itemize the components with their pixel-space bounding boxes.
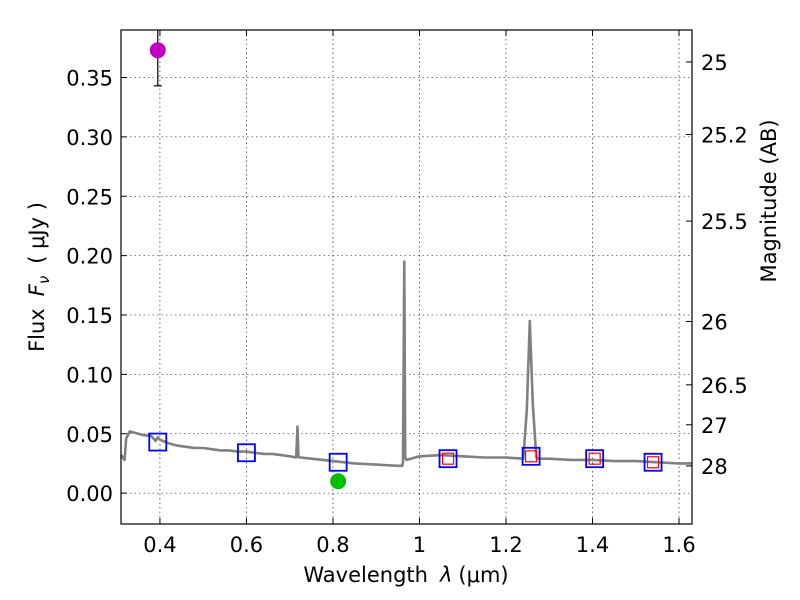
model-photometry-square: [328, 452, 348, 472]
x-axis-label: Wavelength λ (μm): [303, 563, 508, 587]
y2-tick-label: 26: [701, 310, 728, 334]
model-photometry-square: [521, 446, 541, 466]
tick-labels: 0.4 0.6 0.8 1 1.2 1.4 1.6 0.00 0.05 0.10 0.15 0.20 0…: [66, 51, 748, 557]
y-tick-label: 0.10: [66, 363, 113, 387]
x-tick-label: 0.8: [316, 533, 349, 557]
y-axis-label-unit: ( μJy ): [25, 202, 49, 264]
model-photometry-square: [438, 449, 458, 469]
x-tick-label: 1.6: [662, 533, 695, 557]
small-square-marker: [524, 450, 538, 463]
marker-layer: [148, 30, 663, 490]
observed-photometry-point: [330, 473, 347, 490]
x-tick-label: 0.6: [230, 533, 263, 557]
y2-tick-label: 27: [701, 414, 728, 438]
y-tick-label: 0.15: [66, 304, 113, 328]
y-tick-label: 0.05: [66, 423, 113, 447]
x-tick-label: 1.4: [576, 533, 609, 557]
y-tick-label: 0.35: [66, 67, 113, 91]
y-tick-label: 0.20: [66, 245, 113, 269]
x-axis-label-unit: (μm): [458, 563, 508, 587]
y-axis-label-symbol: F: [25, 283, 49, 296]
small-square-marker: [646, 456, 660, 469]
plot-frame: [120, 29, 693, 525]
model-photometry-square: [585, 449, 605, 469]
grid-lines: [121, 30, 692, 524]
spectrum-line: [119, 260, 692, 468]
y2-tick-label: 26.5: [701, 374, 748, 398]
y-tick-label: 0.00: [66, 482, 113, 506]
y2-tick-label: 25.2: [701, 124, 748, 148]
spectrum-layer: [119, 260, 692, 468]
observed-photometry-point: [149, 42, 166, 59]
small-square-marker: [588, 452, 601, 465]
y-tick-label: 0.25: [66, 185, 113, 209]
small-square-marker: [441, 452, 455, 465]
y-axis-label-text: Flux: [25, 308, 49, 352]
model-photometry-square: [148, 432, 168, 452]
x-axis-label-symbol: λ: [439, 563, 452, 587]
y2-tick-label: 28: [701, 455, 728, 479]
y2-axis-label: Magnitude (AB): [757, 119, 781, 282]
x-tick-label: 1: [413, 533, 426, 557]
y-axis-label: Flux Fν ( μJy ): [25, 202, 53, 352]
y-axis-label-subscript: ν: [35, 276, 53, 284]
model-photometry-square: [643, 452, 663, 472]
y2-tick-label: 25.5: [701, 210, 748, 234]
y2-tick-label: 25: [701, 51, 728, 75]
model-photometry-square: [237, 443, 256, 463]
x-tick-label: 1.2: [489, 533, 522, 557]
x-axis-label-text: Wavelength: [303, 563, 428, 587]
tick-marks: [121, 30, 692, 524]
y-tick-label: 0.30: [66, 126, 113, 150]
x-tick-label: 0.4: [143, 533, 176, 557]
